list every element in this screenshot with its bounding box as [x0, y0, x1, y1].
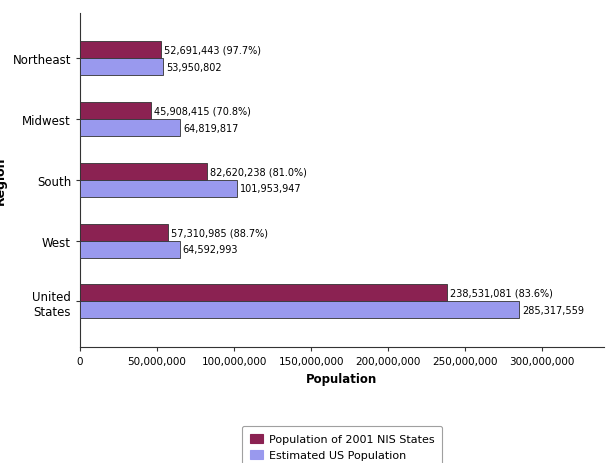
Bar	[80, 181, 237, 198]
Bar	[80, 59, 163, 76]
Text: 238,531,081 (83.6%): 238,531,081 (83.6%)	[450, 288, 553, 298]
X-axis label: Population: Population	[306, 372, 378, 385]
Text: 45,908,415 (70.8%): 45,908,415 (70.8%)	[154, 106, 251, 117]
Bar	[80, 302, 519, 319]
Y-axis label: Region: Region	[0, 156, 7, 205]
Text: 57,310,985 (88.7%): 57,310,985 (88.7%)	[171, 228, 269, 238]
Bar	[80, 103, 151, 120]
Bar	[80, 241, 179, 258]
Text: 52,691,443 (97.7%): 52,691,443 (97.7%)	[164, 46, 261, 56]
Text: 285,317,559: 285,317,559	[522, 305, 585, 315]
Text: 82,620,238 (81.0%): 82,620,238 (81.0%)	[211, 167, 307, 177]
Text: 64,592,993: 64,592,993	[182, 244, 238, 255]
Bar	[80, 120, 180, 137]
Text: 101,953,947: 101,953,947	[240, 184, 302, 194]
Bar	[80, 224, 168, 241]
Text: 53,950,802: 53,950,802	[166, 63, 222, 73]
Text: 64,819,817: 64,819,817	[183, 124, 238, 133]
Bar	[80, 43, 161, 59]
Bar	[80, 163, 208, 181]
Legend: Population of 2001 NIS States, Estimated US Population: Population of 2001 NIS States, Estimated…	[242, 426, 442, 463]
Bar	[80, 285, 447, 302]
